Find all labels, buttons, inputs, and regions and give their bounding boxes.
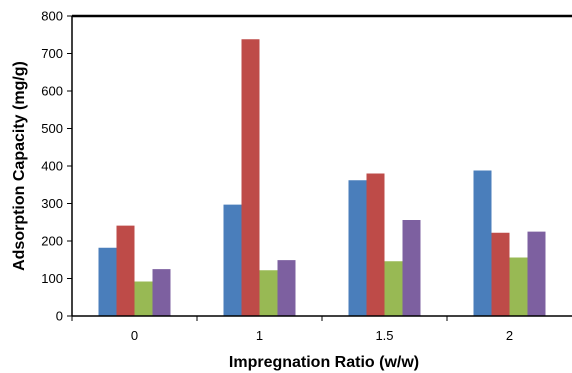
bar-series-1-category-0: [98, 247, 117, 316]
bars-group: [98, 39, 546, 316]
y-tick-label: 600: [41, 84, 63, 99]
y-axis-title: Adsorption Capacity (mg/g): [11, 61, 28, 271]
y-tick-label: 300: [41, 196, 63, 211]
bar-series-2-category-3: [491, 232, 510, 316]
bar-series-3-category-0: [134, 281, 153, 316]
bar-series-4-category-1: [277, 260, 296, 316]
y-tick-label: 100: [41, 271, 63, 286]
x-tick-label: 0: [131, 328, 138, 343]
x-tick-label: 1.5: [375, 328, 393, 343]
y-tick-label: 200: [41, 234, 63, 249]
bar-series-3-category-2: [384, 261, 403, 316]
bar-series-4-category-3: [527, 231, 546, 316]
bar-series-4-category-0: [152, 269, 171, 316]
y-ticks-group: 0 100 200 300 400 500 600 700 800: [41, 9, 72, 324]
bar-series-1-category-1: [223, 204, 242, 316]
x-tick-label: 2: [506, 328, 513, 343]
bar-series-2-category-2: [366, 173, 385, 316]
bar-series-2-category-0: [116, 225, 135, 316]
x-tick-label: 1: [256, 328, 263, 343]
bar-series-3-category-3: [509, 257, 528, 316]
y-tick-label: 0: [56, 309, 63, 324]
y-tick-label: 400: [41, 159, 63, 174]
bar-series-1-category-3: [473, 170, 492, 316]
bar-series-3-category-1: [259, 270, 278, 316]
y-tick-label: 700: [41, 46, 63, 61]
x-axis-title: Impregnation Ratio (w/w): [229, 354, 419, 371]
y-tick-label: 800: [41, 9, 63, 24]
y-tick-label: 500: [41, 121, 63, 136]
x-ticks-group: 0 1 1.5 2: [71, 316, 513, 343]
bar-series-4-category-2: [402, 220, 421, 316]
bar-series-1-category-2: [348, 180, 367, 316]
bar-series-2-category-1: [241, 39, 260, 316]
